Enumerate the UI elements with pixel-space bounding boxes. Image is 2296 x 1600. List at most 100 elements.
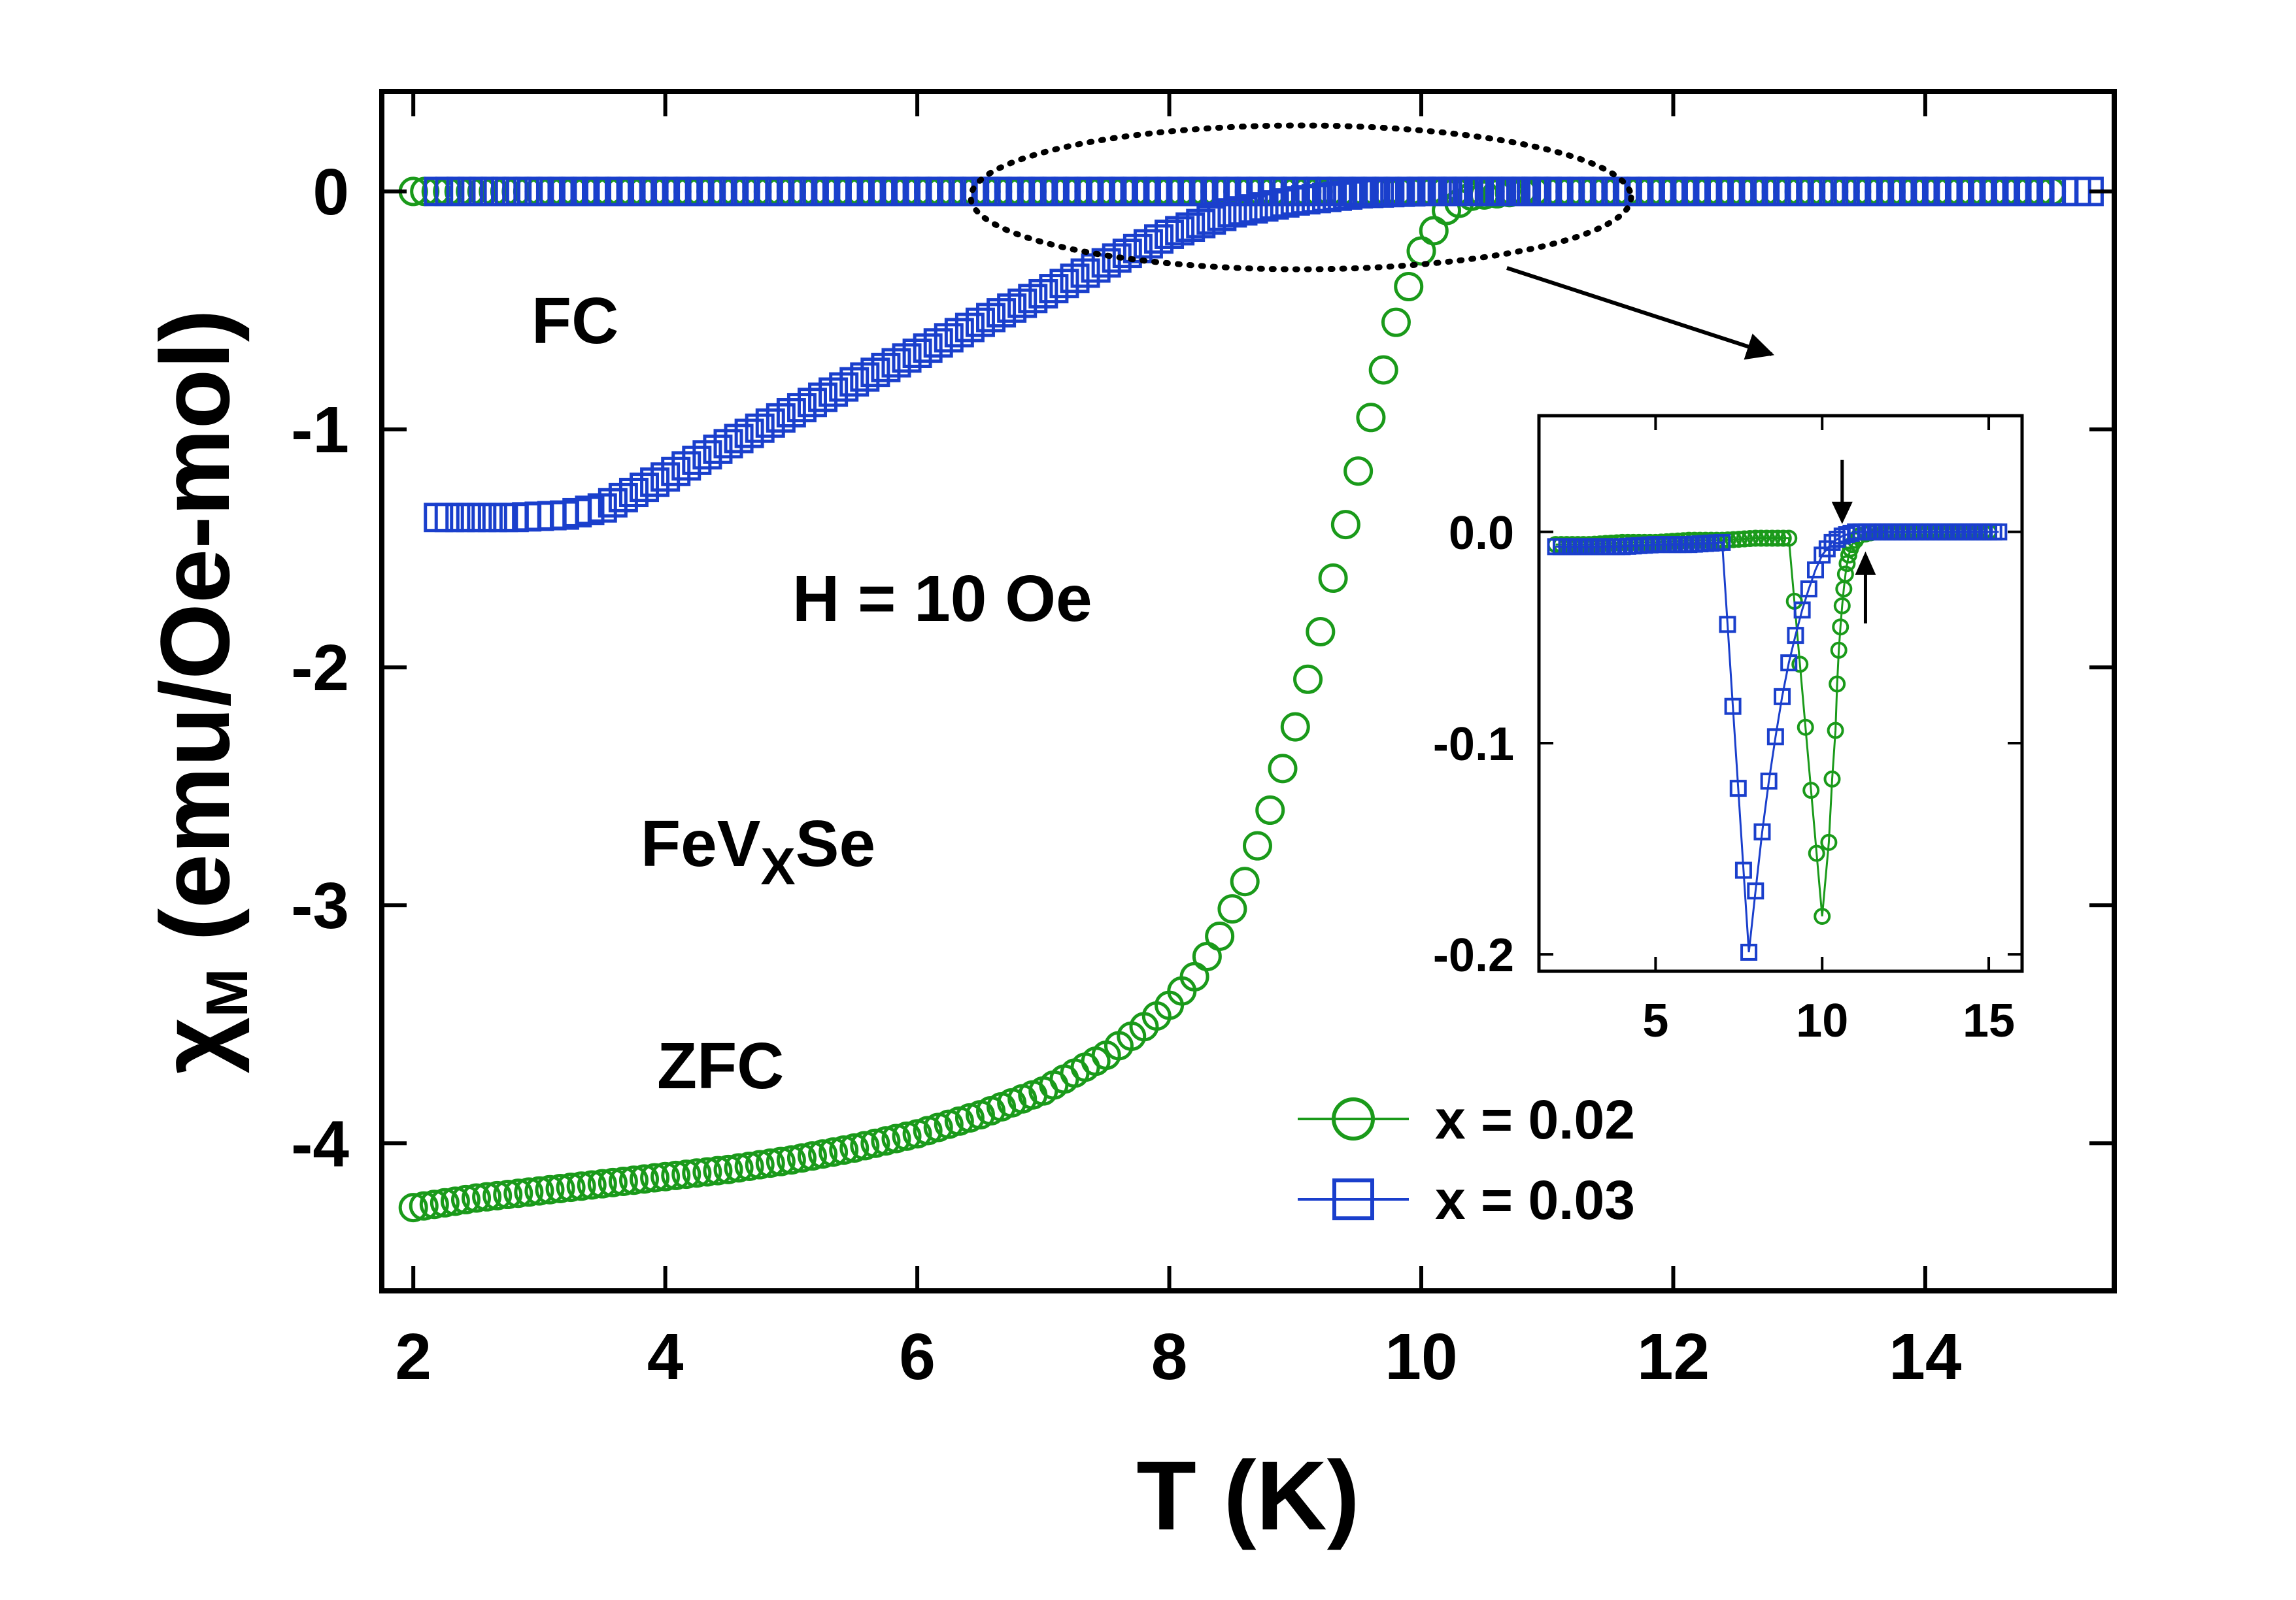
data-point-circle xyxy=(608,1167,638,1197)
x-axis-title: T (K) xyxy=(1136,1441,1360,1550)
data-point-square xyxy=(786,393,817,423)
data-point-circle xyxy=(1255,795,1285,825)
data-point-square xyxy=(1990,523,2008,541)
data-point-circle xyxy=(1725,531,1742,548)
main-ticks xyxy=(382,92,2114,1291)
data-point-circle xyxy=(462,1183,492,1213)
data-point-square xyxy=(734,418,764,448)
zoom-ellipse xyxy=(968,122,1634,273)
data-point-circle xyxy=(1280,712,1310,742)
data-point-circle xyxy=(419,1190,449,1220)
data-point-square xyxy=(997,293,1027,323)
formula-label: FeVXSe xyxy=(641,807,875,895)
data-point-circle xyxy=(1833,597,1851,614)
zoom-arrow xyxy=(1506,266,1774,360)
data-point-square xyxy=(797,388,827,418)
data-point-square xyxy=(1133,229,1163,259)
inset-data xyxy=(1547,523,2008,961)
legend-entry-x002: x = 0.02 xyxy=(1298,1089,1635,1150)
data-point-circle xyxy=(630,1164,660,1194)
data-point-square xyxy=(839,367,869,397)
data-point-square xyxy=(1028,278,1058,308)
y-tick-label: -3 xyxy=(291,869,349,942)
data-point-circle xyxy=(1293,664,1323,694)
data-point-circle xyxy=(829,1135,859,1165)
data-point-circle xyxy=(1763,529,1781,547)
data-point-circle xyxy=(1802,782,1820,799)
x-tick-label: 14 xyxy=(1889,1320,1962,1393)
data-point-square xyxy=(1724,697,1742,715)
data-point-circle xyxy=(734,1151,764,1181)
data-point-circle xyxy=(1217,894,1247,924)
data-point-circle xyxy=(1730,531,1747,548)
data-point-circle xyxy=(1752,529,1770,547)
legend-label-x003: x = 0.03 xyxy=(1435,1169,1635,1231)
y-tick-label: -2 xyxy=(291,631,349,705)
data-point-square xyxy=(1238,194,1268,224)
formula-subscript: X xyxy=(760,837,795,895)
y-axis-subscript: M xyxy=(195,969,260,1018)
data-point-square xyxy=(1714,533,1731,551)
data-point-circle xyxy=(786,1143,817,1173)
data-point-circle xyxy=(1780,529,1798,547)
data-point-circle xyxy=(1829,675,1846,693)
data-point-square xyxy=(1774,688,1791,705)
y-tick-label: 0.0 xyxy=(1449,507,1514,559)
data-point-circle xyxy=(566,1171,596,1201)
data-point-square xyxy=(1070,258,1100,288)
y-axis-title: χM (emu/Oe-mol) xyxy=(140,309,260,1074)
data-point-circle xyxy=(1381,307,1411,337)
data-point-square xyxy=(713,429,743,459)
y-tick-label: 0 xyxy=(312,156,349,229)
x-tick-label: 5 xyxy=(1642,995,1668,1047)
data-point-circle xyxy=(1758,529,1776,547)
data-point-circle xyxy=(472,1182,502,1212)
x-tick-label: 4 xyxy=(647,1320,684,1393)
data-point-square xyxy=(976,303,1006,333)
data-point-square xyxy=(860,358,890,388)
data-point-circle xyxy=(1242,831,1272,861)
data-point-circle xyxy=(1797,718,1814,736)
y-axis-units: (emu/Oe-mol) xyxy=(140,309,250,968)
data-point-circle xyxy=(524,1176,554,1206)
data-point-circle xyxy=(682,1158,712,1188)
data-point-circle xyxy=(1832,618,1849,636)
x-tick-label: 8 xyxy=(1151,1320,1188,1393)
y-tick-label: -4 xyxy=(291,1107,349,1180)
main-data xyxy=(398,176,2104,1223)
data-point-circle xyxy=(1368,355,1398,385)
onset-arrow-up-head xyxy=(1855,551,1876,575)
data-point-circle xyxy=(1343,456,1374,486)
data-point-square xyxy=(630,473,660,503)
data-point-square xyxy=(1740,943,1758,961)
data-point-square xyxy=(944,318,974,348)
data-point-square xyxy=(1787,627,1804,644)
data-point-square xyxy=(1049,269,1079,299)
data-point-circle xyxy=(881,1124,911,1154)
inset-background xyxy=(1539,416,2022,971)
y-axis-symbol: χ xyxy=(140,1018,250,1074)
data-point-circle xyxy=(776,1145,806,1175)
field-label: H = 10 Oe xyxy=(792,562,1092,635)
data-point-circle xyxy=(587,1169,617,1199)
data-point-circle xyxy=(797,1141,827,1171)
data-point-square xyxy=(923,328,953,358)
data-point-square xyxy=(1780,654,1798,672)
data-point-square xyxy=(1112,239,1142,269)
data-point-circle xyxy=(745,1150,775,1180)
data-point-circle xyxy=(556,1173,586,1203)
data-point-square xyxy=(913,333,943,363)
data-point-circle xyxy=(1736,530,1753,548)
data-point-circle xyxy=(1394,272,1424,302)
data-point-square xyxy=(934,323,964,353)
formula-end: Se xyxy=(796,807,875,880)
data-point-circle xyxy=(724,1153,754,1183)
data-point-circle xyxy=(535,1175,565,1205)
data-point-circle xyxy=(892,1121,922,1151)
data-point-circle xyxy=(692,1157,722,1187)
data-point-square xyxy=(598,488,628,518)
data-point-circle xyxy=(514,1177,544,1207)
data-point-circle xyxy=(713,1154,743,1184)
data-point-circle xyxy=(430,1188,460,1218)
